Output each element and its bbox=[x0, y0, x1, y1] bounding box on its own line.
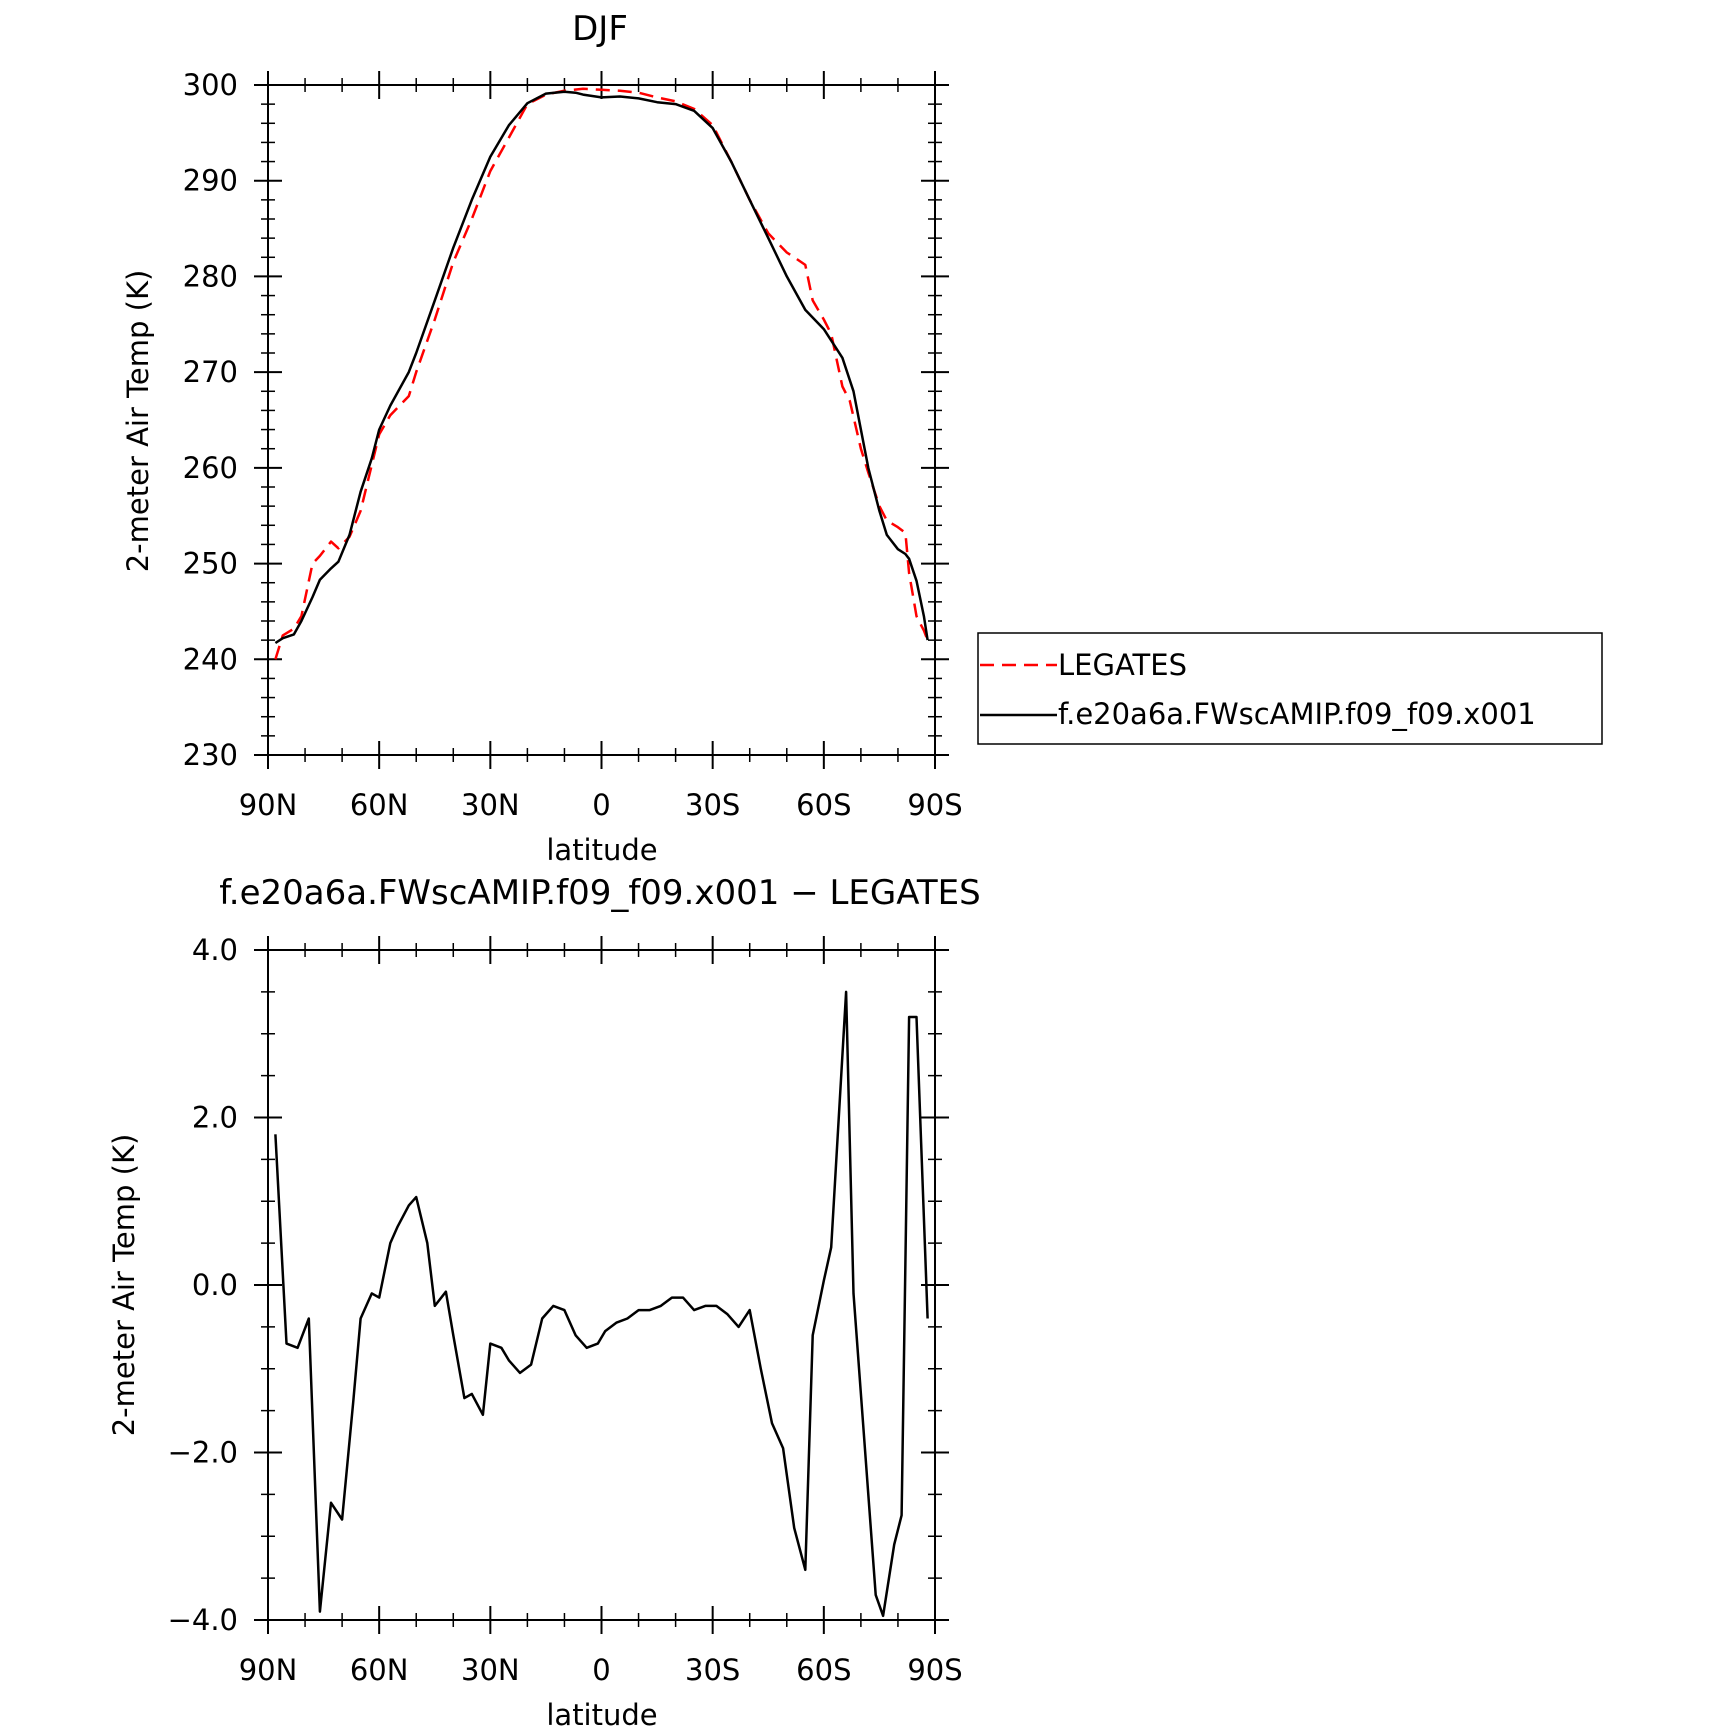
x-tick-label: 90S bbox=[907, 788, 962, 822]
x-tick-label: 30S bbox=[685, 1653, 740, 1687]
bottom-series bbox=[274, 990, 929, 1618]
x-tick-label: 60N bbox=[350, 788, 409, 822]
bottom-x-axis-title: latitude bbox=[546, 1698, 657, 1732]
top-plot-frame bbox=[267, 84, 936, 756]
y-tick-label: 250 bbox=[183, 547, 238, 581]
y-tick-label: 280 bbox=[183, 259, 238, 293]
y-tick-label: 0.0 bbox=[192, 1268, 238, 1302]
legend-box bbox=[977, 632, 1603, 745]
x-tick-label: 0 bbox=[592, 1653, 610, 1687]
x-tick-label: 90N bbox=[239, 788, 298, 822]
x-tick-label: 60S bbox=[796, 788, 851, 822]
y-tick-label: 300 bbox=[183, 68, 238, 102]
top-series-line-1 bbox=[274, 90, 929, 645]
top-panel: DJF 90N 60N 30N 0 30S 60S 90S 2302402502602702… bbox=[121, 9, 1603, 867]
x-tick-label: 0 bbox=[592, 788, 610, 822]
x-tick-label: 30N bbox=[461, 1653, 520, 1687]
bottom-y-tick-labels: −4.0 −2.0 0.0 2.0 4.0 bbox=[168, 933, 238, 1637]
y-tick-label: 290 bbox=[183, 164, 238, 198]
bot-series-line-0 bbox=[274, 990, 929, 1618]
top-chart-title: DJF bbox=[572, 9, 628, 49]
x-tick-label: 60S bbox=[796, 1653, 851, 1687]
y-tick-label: −4.0 bbox=[168, 1603, 238, 1637]
top-series-line-0 bbox=[274, 87, 929, 660]
top-x-axis-title: latitude bbox=[546, 833, 657, 867]
legend: LEGATES f.e20a6a.FWscAMIP.f09_f09.x001 bbox=[977, 632, 1603, 745]
y-tick-label: 2.0 bbox=[192, 1101, 238, 1135]
x-tick-label: 90S bbox=[907, 1653, 962, 1687]
x-tick-label: 90N bbox=[239, 1653, 298, 1687]
y-tick-label: 4.0 bbox=[192, 933, 238, 967]
top-y-axis-title: 2-meter Air Temp (K) bbox=[121, 270, 155, 573]
y-tick-label: 240 bbox=[183, 642, 238, 676]
top-series bbox=[274, 87, 929, 660]
bottom-x-tick-labels: 90N 60N 30N 0 30S 60S 90S bbox=[239, 1653, 963, 1687]
x-tick-label: 30S bbox=[685, 788, 740, 822]
y-tick-label: 270 bbox=[183, 355, 238, 389]
top-y-tick-labels: 230 240 250 260 270 280 290 300 bbox=[183, 68, 238, 772]
top-x-tick-labels: 90N 60N 30N 0 30S 60S 90S bbox=[239, 788, 963, 822]
x-tick-label: 60N bbox=[350, 1653, 409, 1687]
bottom-panel: f.e20a6a.FWscAMIP.f09_f09.x001 − LEGATES… bbox=[107, 873, 981, 1732]
legend-label-legates: LEGATES bbox=[1058, 648, 1187, 682]
x-tick-label: 30N bbox=[461, 788, 520, 822]
bottom-plot-frame bbox=[267, 949, 936, 1621]
y-tick-label: 260 bbox=[183, 451, 238, 485]
bottom-y-axis-title: 2-meter Air Temp (K) bbox=[107, 1134, 141, 1437]
y-tick-label: 230 bbox=[183, 738, 238, 772]
y-tick-label: −2.0 bbox=[168, 1436, 238, 1470]
legend-label-model: f.e20a6a.FWscAMIP.f09_f09.x001 bbox=[1058, 697, 1536, 731]
bottom-chart-title: f.e20a6a.FWscAMIP.f09_f09.x001 − LEGATES bbox=[219, 873, 980, 913]
